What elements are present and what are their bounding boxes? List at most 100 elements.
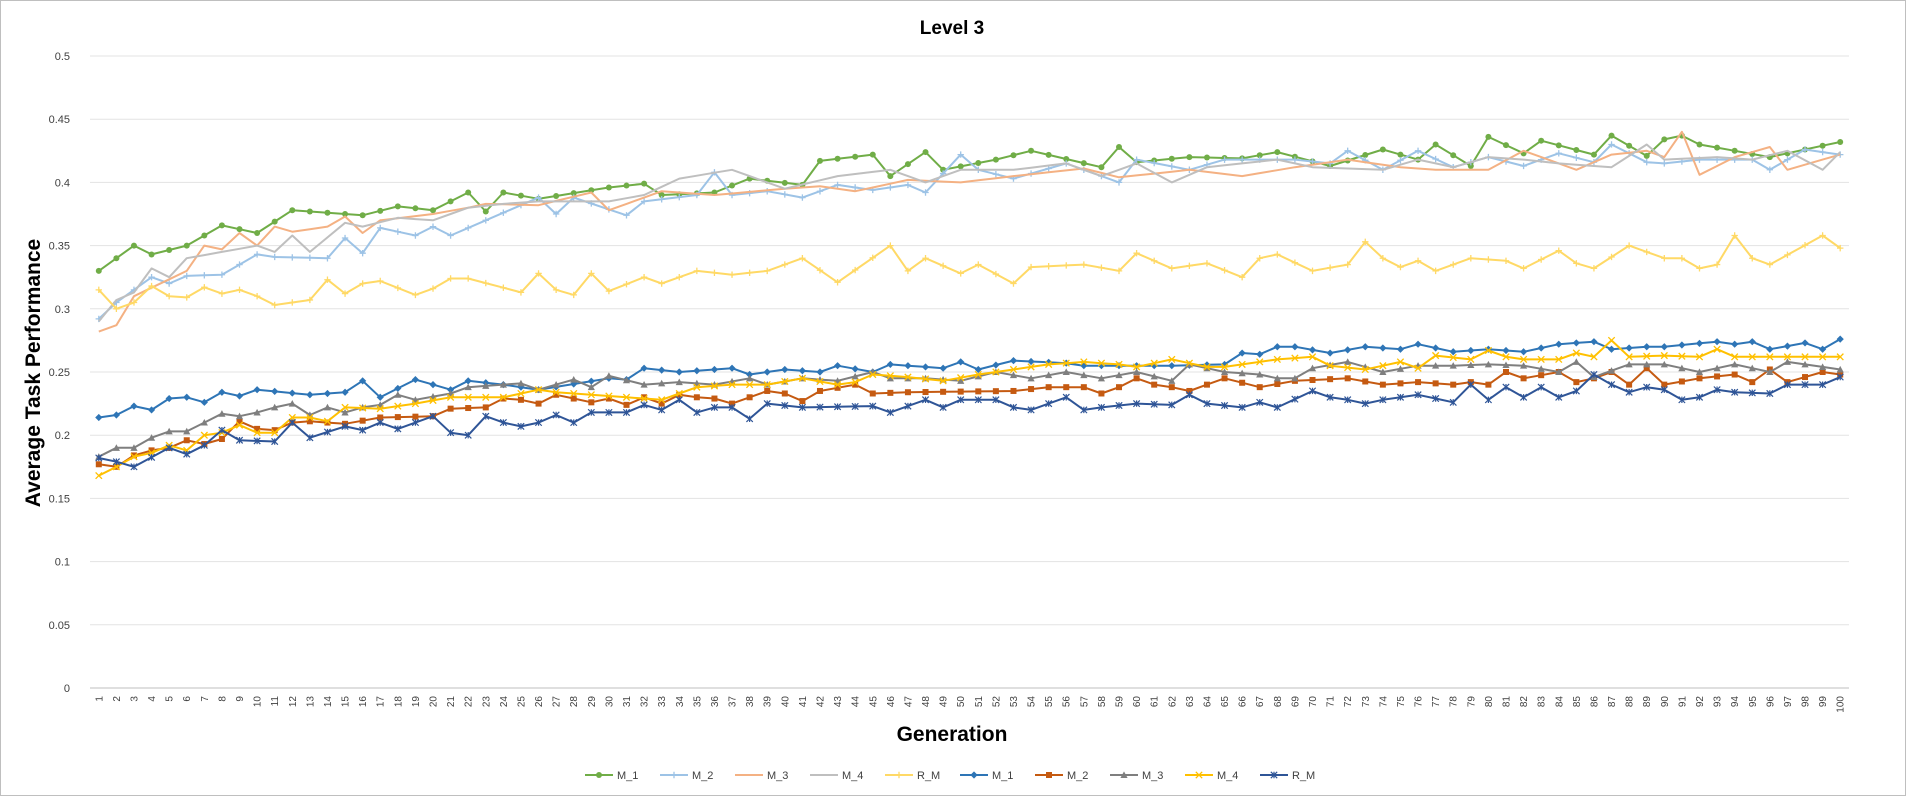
data-point — [306, 296, 314, 304]
data-point — [1450, 152, 1457, 159]
data-point — [446, 393, 455, 401]
data-point — [1291, 395, 1299, 403]
data-point — [1643, 383, 1651, 391]
data-point — [447, 232, 454, 239]
data-point — [798, 367, 806, 375]
x-tick-label: 95 — [1748, 696, 1759, 708]
data-point — [1573, 146, 1580, 153]
data-point — [1608, 141, 1615, 148]
data-point — [341, 408, 349, 416]
data-point — [517, 192, 524, 199]
data-point — [1097, 359, 1106, 367]
data-point — [112, 444, 120, 451]
data-point — [1379, 381, 1386, 388]
data-point — [1133, 362, 1141, 370]
y-tick-label: 0.35 — [49, 241, 70, 253]
data-point — [499, 418, 507, 427]
data-point — [534, 418, 543, 427]
data-point — [552, 381, 560, 388]
data-point — [1520, 375, 1527, 382]
data-point — [323, 428, 332, 436]
data-point — [1748, 389, 1756, 397]
data-point — [834, 155, 841, 162]
data-point — [500, 209, 507, 216]
data-point — [1450, 261, 1457, 268]
data-point — [587, 377, 595, 385]
data-point — [1009, 371, 1018, 379]
data-point — [1819, 345, 1827, 353]
data-point — [1643, 360, 1651, 368]
data-point — [535, 400, 542, 407]
data-point — [1344, 363, 1352, 372]
data-point — [1168, 401, 1176, 409]
data-point — [1731, 340, 1739, 348]
x-tick-label: 18 — [393, 696, 404, 708]
x-tick-label: 60 — [1132, 696, 1143, 708]
data-point — [1695, 393, 1704, 401]
data-point — [1643, 248, 1650, 256]
data-point — [799, 194, 806, 201]
x-tick-label: 5 — [165, 696, 176, 702]
x-tick-label: 10 — [253, 696, 264, 708]
data-point — [605, 392, 613, 400]
x-tick-label: 66 — [1238, 696, 1249, 708]
x-tick-label: 47 — [903, 696, 914, 708]
data-point — [640, 198, 648, 205]
data-point — [1783, 342, 1792, 350]
data-point — [1291, 343, 1299, 351]
data-point — [1519, 362, 1528, 369]
data-point — [200, 431, 208, 439]
x-tick-label: 87 — [1607, 696, 1618, 708]
data-point — [1678, 364, 1686, 372]
data-point — [1731, 360, 1739, 368]
data-point — [1098, 164, 1105, 171]
data-point — [323, 403, 332, 411]
data-point — [833, 403, 842, 411]
data-point — [95, 267, 102, 274]
data-point — [377, 207, 384, 214]
data-point — [517, 379, 525, 387]
data-point — [482, 208, 489, 215]
data-point — [1045, 358, 1053, 366]
data-point — [1063, 384, 1070, 391]
data-point — [1661, 381, 1668, 388]
legend-item: M_4 — [810, 770, 863, 782]
data-point — [235, 436, 244, 444]
data-point — [465, 405, 472, 412]
data-point — [148, 274, 155, 281]
data-point — [1414, 340, 1422, 348]
data-point — [1220, 401, 1229, 410]
x-tick-label: 37 — [728, 696, 739, 708]
data-point — [710, 382, 719, 390]
data-point — [1607, 381, 1616, 389]
data-point — [1467, 355, 1475, 364]
data-point — [587, 391, 595, 399]
data-point — [992, 388, 999, 395]
data-point — [1836, 365, 1844, 373]
data-point — [1027, 374, 1035, 382]
data-point — [1379, 146, 1386, 153]
data-point — [675, 368, 683, 376]
data-point — [306, 254, 314, 262]
data-point — [1678, 255, 1686, 262]
data-point — [799, 255, 806, 262]
x-tick-label: 55 — [1044, 696, 1055, 708]
data-point — [781, 191, 789, 198]
x-tick-label: 59 — [1115, 696, 1126, 708]
data-point — [957, 270, 964, 277]
data-point — [1027, 357, 1035, 366]
data-point — [904, 267, 912, 275]
data-point — [1151, 381, 1158, 388]
series-r-m-b — [95, 370, 1844, 471]
data-point — [1009, 365, 1018, 374]
data-point — [1607, 367, 1616, 374]
data-point — [1555, 340, 1563, 348]
data-point — [394, 391, 402, 398]
data-point — [1362, 152, 1369, 159]
data-point — [1625, 360, 1633, 368]
series-m-4-b — [95, 336, 1844, 480]
data-point — [412, 232, 419, 239]
data-point — [201, 232, 208, 239]
data-point — [1362, 378, 1369, 385]
data-point — [1185, 391, 1193, 399]
